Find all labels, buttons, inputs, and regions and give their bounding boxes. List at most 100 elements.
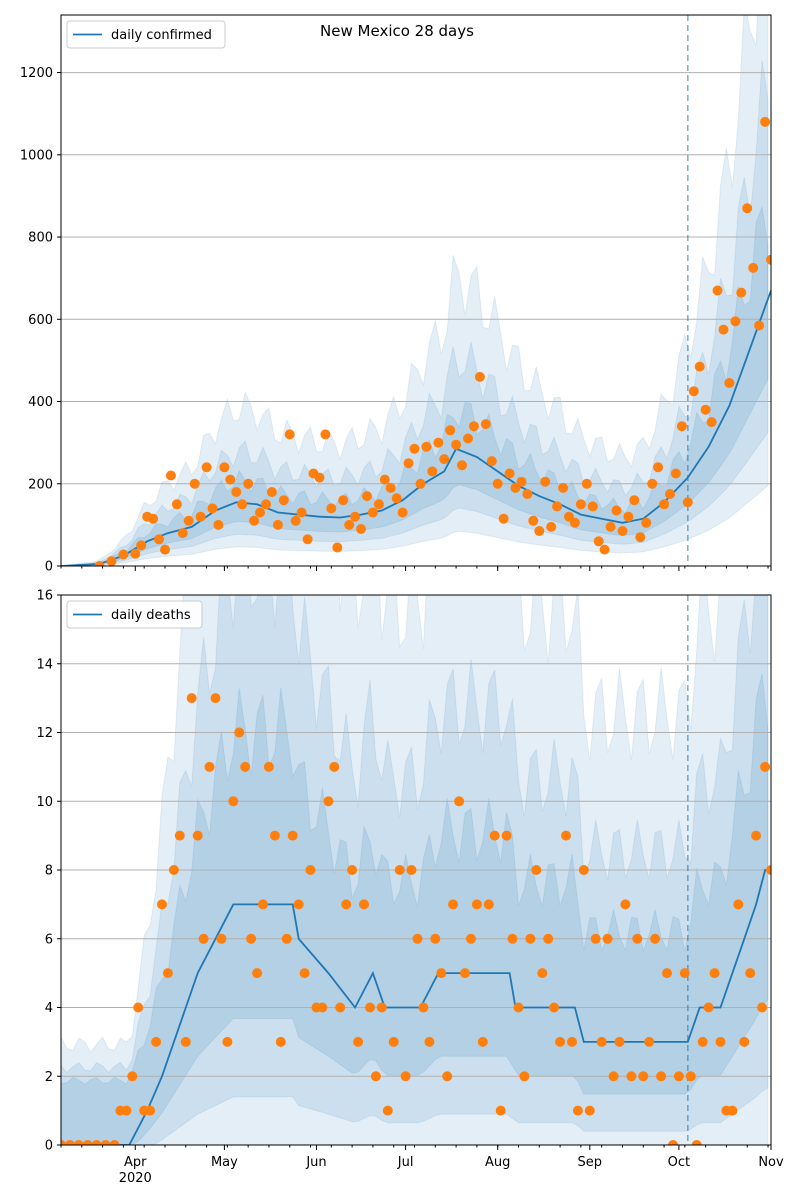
deaths-data-point (685, 1071, 696, 1082)
deaths-data-point (638, 1071, 649, 1082)
confirmed-y-tick-label: 200 (28, 477, 53, 492)
deaths-data-point (234, 727, 245, 738)
confirmed-y-tick-label: 600 (28, 313, 53, 328)
confirmed-data-point (207, 503, 218, 514)
deaths-data-point (745, 968, 756, 979)
deaths-data-point (359, 899, 369, 910)
deaths-points (61, 693, 771, 1145)
deaths-data-point (192, 830, 203, 841)
deaths-y-tick-label: 4 (45, 1001, 53, 1016)
deaths-data-point (305, 865, 316, 875)
confirmed-data-point (118, 549, 129, 560)
deaths-data-point (436, 968, 447, 979)
deaths-data-point (578, 865, 589, 875)
confirmed-data-point (688, 386, 699, 397)
confirmed-data-point (463, 433, 473, 444)
deaths-y-tick-label: 10 (36, 795, 53, 810)
deaths-data-point (537, 968, 548, 979)
deaths-data-point (697, 1036, 708, 1047)
deaths-data-point (549, 1002, 560, 1013)
confirmed-data-point (439, 454, 450, 465)
deaths-data-point (157, 899, 167, 910)
deaths-data-point (650, 933, 661, 944)
deaths-data-point (567, 1036, 577, 1047)
confirmed-data-point (160, 544, 170, 555)
deaths-y-tick-label: 14 (36, 657, 53, 672)
deaths-data-point (406, 865, 417, 875)
deaths-data-point (222, 1036, 233, 1047)
deaths-data-point (483, 899, 494, 910)
deaths-data-point (507, 933, 518, 944)
deaths-data-point (204, 761, 215, 772)
deaths-band-3 (61, 673, 769, 1145)
confirmed-data-point (653, 462, 664, 473)
confirmed-data-point (611, 505, 622, 516)
deaths-data-point (739, 1036, 750, 1047)
deaths-data-point (269, 830, 280, 841)
x-tick-label: Apr (124, 1155, 147, 1170)
confirmed-y-tick-label: 1200 (20, 66, 53, 81)
deaths-data-point (513, 1002, 524, 1013)
confirmed-data-point (136, 540, 147, 551)
confirmed-y-tick-label: 400 (28, 395, 53, 410)
x-tick-label: Jul (397, 1155, 414, 1170)
deaths-data-point (620, 899, 631, 910)
confirmed-data-point (177, 528, 188, 539)
confirmed-data-point (171, 499, 182, 510)
confirmed-data-point (647, 478, 658, 489)
confirmed-data-point (237, 499, 248, 510)
deaths-data-point (466, 933, 476, 944)
confirmed-data-point (231, 487, 242, 497)
confirmed-data-point (278, 495, 289, 506)
deaths-panel: 0 2 4 6 8 10 12 14 16 Apr May Jun Jul Aug Sep Oct Nov 202… (36, 589, 784, 1187)
confirmed-data-point (516, 476, 527, 487)
confirmed-data-point (605, 521, 616, 532)
confirmed-data-point (659, 499, 670, 510)
deaths-data-point (275, 1036, 286, 1047)
confirmed-data-point (754, 320, 765, 331)
deaths-median-line (61, 869, 771, 1145)
deaths-data-point (525, 933, 536, 944)
confirmed-data-point (700, 404, 711, 415)
deaths-data-point (133, 1002, 144, 1013)
deaths-data-point (216, 933, 227, 944)
x-tick-label: Aug (485, 1155, 510, 1170)
confirmed-data-point (457, 460, 467, 471)
deaths-data-point (673, 1071, 684, 1082)
deaths-data-point (760, 761, 771, 772)
confirmed-data-point (528, 515, 539, 526)
deaths-data-point (531, 865, 542, 875)
confirmed-data-point (552, 501, 563, 512)
confirmed-data-point (635, 532, 646, 543)
confirmed-data-point (130, 548, 141, 559)
confirmed-data-point (213, 519, 224, 530)
confirmed-data-point (362, 491, 372, 502)
confirmed-y-tick-label: 800 (28, 231, 53, 246)
deaths-data-point (727, 1105, 738, 1116)
confirmed-data-point (433, 437, 444, 448)
confirmed-data-point (350, 511, 361, 522)
deaths-data-point (424, 1036, 435, 1047)
confirmed-bands (61, 15, 769, 566)
confirmed-data-point (255, 507, 265, 518)
confirmed-data-point (373, 499, 384, 510)
confirmed-data-point (593, 536, 604, 547)
deaths-data-point (614, 1036, 625, 1047)
confirmed-legend-label: daily confirmed (111, 28, 212, 43)
deaths-data-point (198, 933, 209, 944)
deaths-data-point (246, 933, 257, 944)
deaths-data-point (293, 899, 304, 910)
deaths-data-point (151, 1036, 162, 1047)
confirmed-data-point (718, 324, 729, 335)
deaths-data-point (602, 933, 613, 944)
deaths-data-point (561, 830, 571, 841)
deaths-data-point (400, 1071, 411, 1082)
confirmed-data-point (338, 495, 349, 506)
x-tick-label: Sep (578, 1155, 603, 1170)
deaths-data-point (281, 933, 292, 944)
confirmed-data-point (712, 285, 723, 296)
confirmed-data-point (534, 526, 545, 536)
confirmed-data-point (183, 515, 194, 526)
confirmed-data-point (665, 489, 675, 499)
confirmed-data-point (385, 482, 396, 493)
